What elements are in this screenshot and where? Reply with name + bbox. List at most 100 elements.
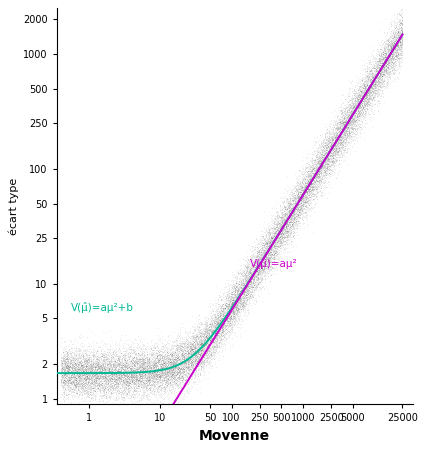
Point (82, 357, 89, 364)
Point (178, 350, 185, 358)
Point (384, 78, 391, 85)
Point (263, 248, 270, 255)
Point (271, 224, 278, 231)
Point (130, 371, 137, 378)
Point (294, 217, 301, 225)
Point (233, 294, 240, 301)
Point (105, 366, 112, 373)
Point (120, 387, 127, 394)
Point (376, 72, 383, 79)
Point (333, 119, 340, 126)
Point (344, 122, 351, 129)
Point (187, 362, 193, 369)
Point (299, 185, 305, 193)
Point (292, 218, 299, 225)
Point (332, 126, 339, 133)
Point (140, 363, 147, 370)
Point (379, 55, 386, 63)
Point (255, 257, 262, 264)
Point (235, 305, 242, 312)
Point (236, 299, 242, 307)
Point (258, 263, 265, 271)
Point (390, 65, 397, 73)
Point (387, 47, 394, 55)
Point (381, 36, 388, 43)
Point (154, 354, 161, 362)
Point (356, 105, 363, 112)
Point (316, 176, 322, 183)
Point (347, 95, 354, 102)
Point (310, 190, 317, 197)
Point (283, 223, 290, 230)
Point (86, 364, 93, 372)
Point (314, 171, 321, 178)
Point (365, 88, 372, 96)
Point (168, 367, 175, 374)
Point (245, 262, 251, 269)
Point (215, 341, 222, 349)
Point (61, 370, 68, 377)
Point (68, 357, 75, 364)
Point (369, 61, 376, 69)
Point (305, 185, 311, 192)
Point (341, 118, 348, 125)
Point (92, 387, 98, 395)
Point (110, 357, 117, 364)
Point (312, 194, 319, 201)
Point (391, 42, 397, 50)
Point (296, 179, 302, 186)
Point (172, 385, 178, 392)
Point (203, 326, 210, 333)
Point (370, 96, 377, 103)
Point (144, 385, 151, 392)
Point (177, 342, 184, 350)
Point (230, 297, 236, 304)
Point (110, 388, 117, 395)
Point (314, 168, 320, 175)
Point (109, 398, 116, 405)
Point (132, 366, 138, 373)
Point (212, 348, 219, 355)
Point (296, 204, 303, 211)
Point (115, 357, 122, 364)
Point (368, 73, 375, 80)
Point (245, 287, 251, 295)
Point (166, 358, 173, 365)
Point (101, 359, 108, 367)
Point (130, 363, 137, 370)
Point (351, 104, 358, 111)
Point (279, 210, 285, 217)
Point (385, 49, 392, 56)
Point (299, 201, 305, 208)
Point (289, 232, 296, 239)
Point (342, 103, 349, 110)
Point (261, 255, 268, 262)
Point (374, 78, 380, 85)
Point (78, 373, 84, 381)
Point (312, 138, 319, 145)
Point (337, 114, 344, 121)
Point (363, 89, 370, 97)
Point (153, 367, 160, 374)
Point (178, 350, 185, 358)
Point (127, 354, 134, 361)
Point (91, 330, 98, 337)
Point (313, 179, 320, 186)
Point (374, 73, 380, 80)
Point (86, 359, 92, 367)
Point (207, 355, 213, 362)
Point (192, 361, 199, 368)
Point (69, 384, 76, 391)
Point (394, 54, 401, 61)
Point (305, 168, 311, 175)
Point (105, 365, 112, 373)
Point (318, 162, 325, 169)
Point (346, 115, 353, 122)
Point (234, 307, 241, 314)
Point (145, 396, 152, 403)
Point (369, 97, 376, 104)
Point (137, 364, 144, 372)
Point (81, 384, 88, 391)
Point (155, 388, 161, 395)
Point (212, 315, 219, 322)
